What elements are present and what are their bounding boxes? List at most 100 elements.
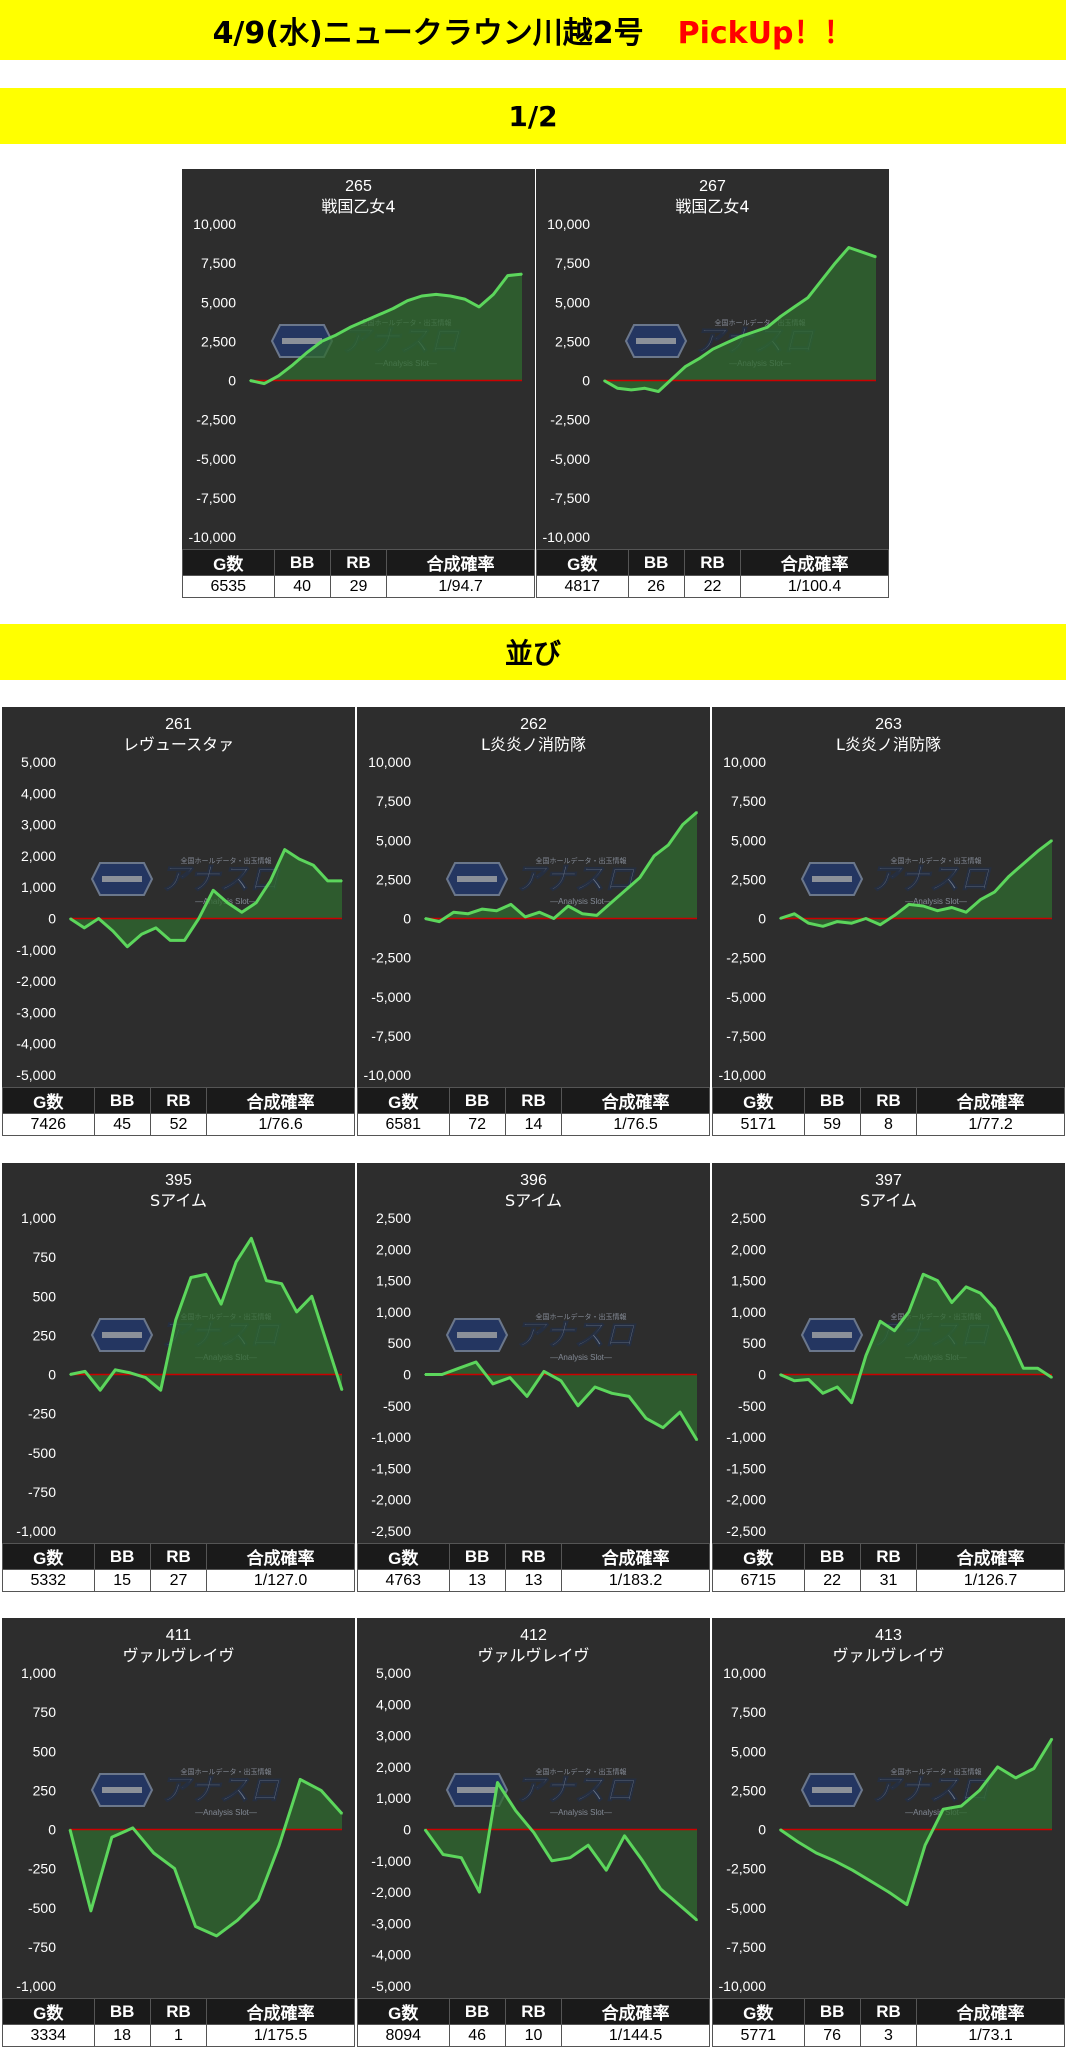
data-point (114, 1369, 117, 1371)
watermark-logo: アナスロ—Analysis Slot— 全国ホールデータ・出玉情報 (445, 1767, 637, 1817)
data-point (888, 1891, 890, 1893)
chart-panel-395: 395 Sアイム 1,000 750 500 250 0 -250 -500 -750 -1,000… (2, 1163, 355, 1592)
stats-header-bb: BB (93, 1543, 151, 1570)
stats-table: G数 BB RB 合成確率 5771 76 3 1/73.1 (712, 1998, 1065, 2047)
machine-number: 397 (875, 1172, 902, 1189)
stats-header-rb: RB (504, 1998, 563, 2025)
svg-text:—Analysis Slot—: —Analysis Slot— (905, 897, 967, 906)
stats-table: G数 BB RB 合成確率 6715 22 31 1/126.7 (712, 1543, 1065, 1592)
data-point (442, 1853, 444, 1856)
chart-panel-411: 411 ヴァルヴレイヴ 1,000 750 500 250 0 -250 -500 -750 -1,… (2, 1618, 355, 2047)
stats-header-rb: RB (859, 1998, 918, 2025)
chart-svg-413: 413 ヴァルヴレイヴ 10,000 7,500 5,000 2,500 0 -2,500 -5… (712, 1618, 1065, 1998)
y-tick-label: -7,500 (550, 490, 590, 506)
data-point (942, 1808, 944, 1810)
stats-value-combined: 1/76.6 (206, 1113, 355, 1136)
data-point (611, 1392, 613, 1395)
machine-name: 戦国乙女4 (675, 197, 749, 216)
data-point (696, 1439, 698, 1441)
stats-value-bb: 26 (627, 575, 685, 598)
data-point (349, 326, 351, 329)
data-point (424, 917, 426, 920)
data-point (406, 299, 409, 302)
y-tick-label: -7,500 (196, 490, 236, 506)
svg-text:—Analysis Slot—: —Analysis Slot— (550, 1353, 612, 1362)
data-point (255, 902, 257, 904)
stats-value-bb: 22 (803, 1569, 861, 1592)
series-line (69, 848, 342, 949)
data-point (922, 905, 924, 907)
data-point (679, 1411, 681, 1413)
y-tick-label: -10,000 (189, 529, 237, 545)
chart-panel-397: 397 Sアイム 2,500 2,000 1,500 1,000 500 0 -500 -1,00… (712, 1163, 1065, 1592)
stats-value-bb: 40 (273, 575, 331, 598)
data-point (793, 306, 796, 308)
y-tick-label: 500 (33, 1288, 57, 1304)
data-point (696, 1919, 698, 1922)
data-point (560, 1380, 562, 1382)
stats-value-rb: 27 (149, 1569, 208, 1592)
y-tick-label: 0 (582, 373, 590, 389)
stats-value-games: 4763 (357, 1569, 450, 1592)
chart-svg-262: 262 L炎炎ノ消防隊 10,000 7,500 5,000 2,500 0 -2,500 -5… (357, 707, 710, 1087)
stats-table: G数 BB RB 合成確率 5332 15 27 1/127.0 (2, 1543, 355, 1592)
stats-value-rb: 29 (329, 575, 388, 598)
data-point (807, 296, 809, 299)
y-tick-label: 2,500 (731, 1210, 766, 1226)
machine-name: レヴュースタァ (123, 735, 234, 754)
y-tick-label: 5,000 (21, 754, 56, 770)
section-title-half: 1/2 (508, 99, 558, 133)
svg-text:アナスロ: アナスロ (515, 1318, 636, 1353)
y-tick-label: -5,000 (371, 1978, 411, 1994)
data-point (834, 262, 836, 264)
machine-name: ヴァルヴレイヴ (477, 1646, 589, 1665)
stats-table: G数 BB RB 合成確率 8094 46 10 1/144.5 (357, 1998, 710, 2047)
series-line (423, 1781, 698, 1922)
data-point (392, 307, 394, 310)
stats-header-combined: 合成確率 (386, 549, 535, 576)
machine-name: Sアイム (505, 1191, 562, 1210)
y-tick-label: -10,000 (719, 1978, 767, 1994)
svg-text:—Analysis Slot—: —Analysis Slot— (195, 1808, 257, 1817)
stats-header-rb: RB (149, 1543, 208, 1570)
y-tick-label: 3,000 (21, 817, 56, 833)
data-point (780, 315, 782, 318)
area-fill (70, 1779, 342, 1936)
y-tick-label: -750 (28, 1939, 56, 1955)
data-point (1022, 1367, 1025, 1369)
data-point (183, 939, 186, 942)
y-tick-label: -500 (383, 1398, 411, 1414)
y-tick-label: 4,000 (376, 1696, 411, 1712)
data-point (90, 1910, 92, 1912)
data-point (326, 880, 329, 882)
y-tick-label: 750 (33, 1704, 57, 1720)
data-point (569, 1856, 571, 1859)
watermark-logo: アナスロ—Analysis Slot— 全国ホールデータ・出玉情報 (445, 1312, 637, 1362)
svg-text:全国ホールデータ・出玉情報: 全国ホールデータ・出玉情報 (715, 318, 806, 327)
stats-header-games: G数 (712, 1087, 805, 1114)
y-tick-label: -2,000 (371, 1884, 411, 1900)
data-point (641, 1860, 644, 1862)
data-point (190, 1276, 192, 1279)
y-tick-label: -7,500 (726, 1939, 766, 1955)
data-point (779, 1828, 781, 1831)
data-point (140, 933, 143, 935)
data-point (603, 379, 605, 382)
stats-value-games: 5171 (712, 1113, 805, 1136)
stats-header-combined: 合成確率 (916, 1543, 1065, 1570)
y-tick-label: -10,000 (543, 529, 591, 545)
chart-panel-413: 413 ヴァルヴレイヴ 10,000 7,500 5,000 2,500 0 -2,500 -5… (712, 1618, 1065, 2047)
data-point (1022, 862, 1025, 865)
data-point (496, 1781, 499, 1784)
stats-value-games: 7426 (2, 1113, 95, 1136)
stats-header-games: G数 (712, 1543, 805, 1570)
data-point (893, 914, 896, 917)
chart-panel-263: 263 L炎炎ノ消防隊 10,000 7,500 5,000 2,500 0 -2,500 -5… (712, 707, 1065, 1136)
data-point (378, 314, 380, 316)
data-point (712, 348, 714, 350)
watermark-logo: アナスロ—Analysis Slot— 全国ホールデータ・出玉情報 (800, 1767, 992, 1817)
data-point (696, 811, 698, 813)
data-point (630, 389, 632, 391)
stats-table: G数 BB RB 合成確率 4817 26 22 1/100.4 (536, 549, 889, 598)
data-point (263, 382, 266, 385)
